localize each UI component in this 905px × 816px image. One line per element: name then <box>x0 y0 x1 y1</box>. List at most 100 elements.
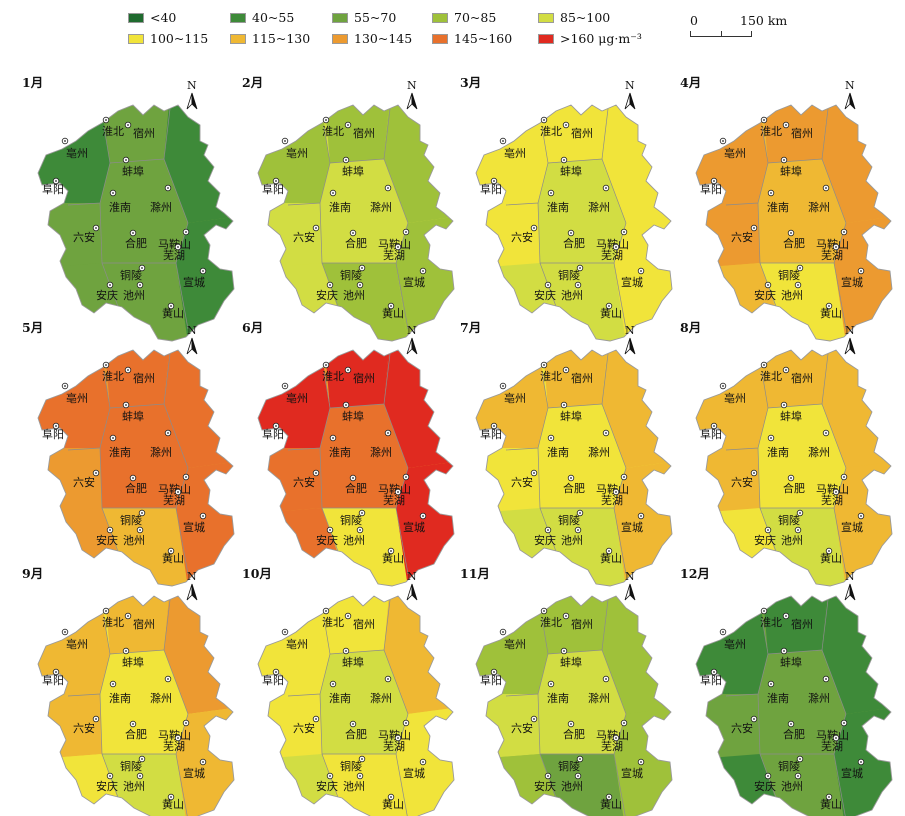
north-arrow-label: N <box>407 79 417 92</box>
city-label: 池州 <box>561 534 583 547</box>
city-marker-dot <box>397 491 399 493</box>
city-boundary <box>757 693 847 755</box>
north-arrow-label: N <box>625 324 635 337</box>
month-label: 6月 <box>242 320 263 335</box>
city-marker-dot <box>579 512 581 514</box>
city-marker-dot <box>112 192 114 194</box>
city-boundary <box>395 262 409 330</box>
city-marker-dot <box>177 246 179 248</box>
city-label: 宿州 <box>353 126 375 140</box>
city-label: 蚌埠 <box>780 655 802 669</box>
city-marker-dot <box>565 369 567 371</box>
city-marker-dot <box>315 718 317 720</box>
city-marker-dot <box>422 515 424 517</box>
city-label: 芜湖 <box>821 248 843 262</box>
city-marker-dot <box>605 678 607 680</box>
city-marker-dot <box>550 437 552 439</box>
concentration-zone <box>396 458 454 586</box>
city-marker-dot <box>177 737 179 739</box>
province-outline <box>695 595 893 816</box>
city-label: 蚌埠 <box>560 409 582 423</box>
city-marker-dot <box>347 615 349 617</box>
city-label: 芜湖 <box>163 248 185 262</box>
city-label: 宿州 <box>353 371 375 385</box>
legend-swatch <box>432 13 448 23</box>
city-label: 合肥 <box>783 727 805 741</box>
city-marker-dot <box>533 227 535 229</box>
north-arrow-left <box>186 92 193 110</box>
city-label: 淮北 <box>760 125 782 138</box>
city-label: 池州 <box>781 289 803 302</box>
north-arrow-right <box>629 337 636 355</box>
city-marker-dot <box>860 270 862 272</box>
city-label: 安庆 <box>534 779 556 793</box>
city-boundary <box>287 617 331 697</box>
city-label: 亳州 <box>504 391 526 405</box>
city-marker-dot <box>753 472 755 474</box>
city-marker-dot <box>352 723 354 725</box>
city-marker-dot <box>332 437 334 439</box>
city-marker-dot <box>570 477 572 479</box>
legend-label: <40 <box>150 10 177 25</box>
city-boundary <box>319 202 409 264</box>
city-label: 蚌埠 <box>560 164 582 178</box>
city-label: 宿州 <box>571 126 593 140</box>
city-marker-dot <box>387 432 389 434</box>
legend-label: >160 μg·m⁻³ <box>560 31 642 46</box>
province-outline <box>257 595 455 816</box>
north-arrow-label: N <box>407 324 417 337</box>
city-label: 淮南 <box>109 692 131 705</box>
legend: <40 40~55 55~70 70~85 85~100 100~115 115… <box>0 0 905 60</box>
month-label: 7月 <box>460 320 481 335</box>
city-label: 淮南 <box>329 692 351 705</box>
city-label: 安庆 <box>754 779 776 793</box>
city-marker-dot <box>125 650 127 652</box>
city-marker-dot <box>95 227 97 229</box>
city-label: 淮南 <box>547 446 569 459</box>
concentration-zone <box>324 350 390 408</box>
city-label: 淮南 <box>547 692 569 705</box>
city-label: 六安 <box>511 721 533 735</box>
north-arrow-label: N <box>187 324 197 337</box>
city-label: 亳州 <box>724 637 746 651</box>
city-boundary <box>833 262 847 330</box>
city-marker-dot <box>825 678 827 680</box>
city-boundary <box>821 599 829 651</box>
concentration-zone <box>396 213 454 341</box>
city-marker-dot <box>125 159 127 161</box>
city-boundary <box>757 202 847 264</box>
city-label: 铜陵 <box>340 759 362 773</box>
city-label: 六安 <box>293 721 315 735</box>
city-marker-dot <box>533 472 535 474</box>
city-marker-dot <box>325 610 327 612</box>
province-outline <box>475 349 673 587</box>
city-marker-dot <box>797 284 799 286</box>
city-marker-dot <box>397 737 399 739</box>
city-marker-dot <box>577 775 579 777</box>
month-map-panel: 亳州 淮北 宿州 阜阳 蚌埠 淮南 滁州 六安 合肥 马鞍山 芜湖 铜陵 宣城 安庆 池州 黄山 N 1月 <box>10 75 235 342</box>
city-label: 阜阳 <box>262 183 284 196</box>
province-outline <box>475 104 673 342</box>
city-marker-dot <box>785 124 787 126</box>
city-label: 马鞍山 <box>378 482 411 496</box>
city-label: 蚌埠 <box>342 655 364 669</box>
city-label: 淮南 <box>767 692 789 705</box>
province-outline <box>37 595 235 816</box>
city-label: 亳州 <box>504 637 526 651</box>
city-marker-dot <box>563 159 565 161</box>
city-label: 安庆 <box>754 288 776 302</box>
scale-bar-tick <box>721 31 722 37</box>
city-label: 蚌埠 <box>780 409 802 423</box>
concentration-zone <box>834 213 892 341</box>
city-label: 蚌埠 <box>560 655 582 669</box>
city-marker-dot <box>55 180 57 182</box>
city-marker-dot <box>767 284 769 286</box>
city-boundary <box>725 126 769 206</box>
city-label: 黄山 <box>162 797 184 811</box>
city-label: 蚌埠 <box>342 164 364 178</box>
